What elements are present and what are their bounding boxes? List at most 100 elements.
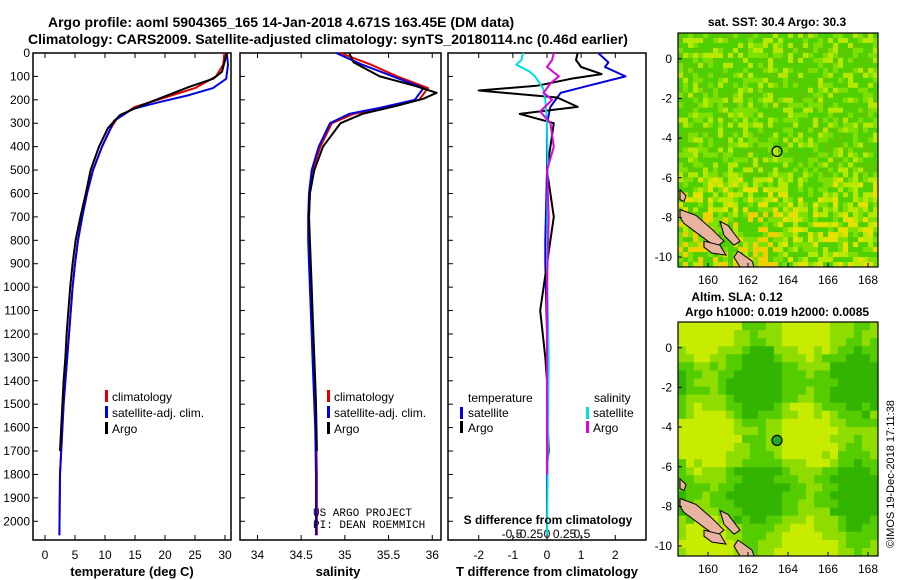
y-tick-label: 200 [10, 93, 30, 107]
sst-argo-location-marker [771, 145, 783, 157]
map-y-tick-label: -10 [655, 250, 673, 264]
series-line-2 [59, 52, 228, 452]
difference-lines [477, 52, 627, 536]
figure-title-line1: Argo profile: aoml 5904365_165 14-Jan-20… [48, 14, 514, 30]
temperature-axis: 0 5 10 15 20 25 30 [42, 53, 232, 562]
legend-sat-label: satellite-adj. clim. [112, 406, 204, 420]
legend-sat-swatch [105, 406, 108, 418]
salinity-legend: climatology satellite-adj. clim. Argo [327, 390, 426, 436]
map-x-tick-label: 162 [738, 562, 758, 576]
series-line-3 [539, 52, 560, 475]
x-tick-label: 35 [338, 548, 352, 562]
legend3-sal-head: salinity [594, 391, 631, 405]
legend-argo-label: Argo [112, 422, 138, 436]
x-tick-label: 15 [128, 548, 142, 562]
map-y-tick-label: -2 [661, 380, 672, 394]
map-y-tick-label: -6 [661, 171, 672, 185]
s-tick-label: -0.5 [502, 527, 523, 541]
map-x-tick-label: 162 [738, 273, 758, 287]
y-tick-label: 700 [10, 210, 30, 224]
s-tick-label: 0.5 [574, 527, 591, 541]
imos-timestamp: ©IMOS 19-Dec-2018 17:11:38 [885, 400, 897, 548]
y-tick-label: 900 [10, 257, 30, 271]
s-difference-label: S difference from climatology [464, 513, 633, 527]
x-tick-label: 0 [42, 548, 49, 562]
t-difference-axis: -2 -1 0 1 2 [448, 52, 619, 562]
s-tick-label: -0.25 [516, 527, 544, 541]
temperature-frame [32, 52, 232, 541]
map-x-tick-label: 166 [818, 273, 838, 287]
y-tick-label: 300 [10, 116, 30, 130]
map-y-tick-label: -6 [661, 460, 672, 474]
salinity-axis: 34 34.5 35 35.5 36 [240, 52, 440, 562]
x-tick-label: 10 [98, 548, 112, 562]
depth-axis: 0 100 200 300 400 500 600 700 800 900 1000 1100 1200… [3, 46, 38, 528]
sla-map-subtitle: Argo h1000: 0.019 h2000: 0.0085 [685, 305, 869, 319]
legend3-sargo-label: Argo [593, 421, 619, 435]
map-x-tick-label: 168 [858, 273, 878, 287]
x-tick-label: -1 [508, 548, 519, 562]
y-tick-label: 600 [10, 186, 30, 200]
sla-map-axes: 160 162 164 166 168 0 -2 -4 -6 -8 -10 [655, 341, 879, 576]
t-difference-xlabel: T difference from climatology [456, 564, 639, 579]
temperature-xlabel: temperature (deg C) [70, 564, 194, 579]
map-y-tick-label: 0 [665, 341, 672, 355]
legend-clim-label: climatology [112, 390, 172, 404]
legend2-argo-label: Argo [334, 422, 360, 436]
x-tick-label: 35.5 [377, 548, 401, 562]
legend2-clim-swatch [327, 390, 330, 402]
difference-panel: -2 -1 0 1 2 -0.5-0.25 0 0.250.5 S difference f… [447, 52, 647, 579]
legend2-clim-label: climatology [334, 390, 394, 404]
credit-pi: PI: DEAN ROEMMICH [313, 520, 425, 532]
sla-argo-location-marker [771, 434, 783, 446]
sst-map-axes: 160 162 164 166 168 0 -2 -4 -6 -8 -10 [655, 52, 879, 287]
y-tick-label: 1800 [3, 467, 30, 481]
x-tick-label: 25 [188, 548, 202, 562]
salinity-frame [239, 52, 442, 541]
sst-land [679, 188, 755, 268]
salinity-lines [307, 52, 438, 536]
y-tick-label: 1300 [3, 350, 30, 364]
x-tick-label: -2 [473, 548, 484, 562]
y-tick-label: 400 [10, 140, 30, 154]
temperature-legend: climatology satellite-adj. clim. Argo [105, 390, 204, 436]
y-tick-label: 800 [10, 233, 30, 247]
y-tick-label: 500 [10, 163, 30, 177]
y-tick-label: 100 [10, 69, 30, 83]
legend2-sat-label: satellite-adj. clim. [334, 406, 426, 420]
map-y-tick-label: -10 [655, 539, 673, 553]
map-y-tick-label: -4 [661, 131, 672, 145]
map-x-tick-label: 164 [778, 562, 798, 576]
map-y-tick-label: -4 [661, 420, 672, 434]
legend-clim-swatch [105, 390, 108, 402]
x-tick-label: 1 [578, 548, 585, 562]
legend3-tsat-swatch [460, 407, 463, 419]
map-y-tick-label: -8 [661, 499, 672, 513]
legend3-sargo-swatch [586, 421, 589, 433]
legend2-argo-swatch [327, 422, 330, 434]
y-tick-label: 1700 [3, 444, 30, 458]
map-x-tick-label: 160 [698, 273, 718, 287]
x-tick-label: 5 [72, 548, 79, 562]
y-tick-label: 1100 [4, 304, 30, 318]
y-tick-label: 1600 [3, 421, 30, 435]
map-y-tick-label: 0 [665, 52, 672, 66]
y-tick-label: 1400 [3, 374, 30, 388]
difference-legend: temperature satellite Argo salinity sate… [460, 391, 634, 435]
y-tick-label: 2000 [3, 514, 30, 528]
x-tick-label: 34 [251, 548, 265, 562]
temperature-panel: 0100200300400500600700800900100011001200… [3, 46, 232, 579]
sst-map: sat. SST: 30.4 Argo: 30.3 160 162 164 166 16… [655, 15, 879, 287]
legend3-temp-head: temperature [468, 391, 533, 405]
x-tick-label: 36 [426, 548, 440, 562]
map-x-tick-label: 166 [818, 562, 838, 576]
x-tick-label: 0 [544, 548, 551, 562]
x-tick-label: 20 [158, 548, 172, 562]
legend3-tsat-label: satellite [468, 406, 509, 420]
sst-heatmap-cells [678, 33, 879, 268]
legend3-targo-label: Argo [468, 421, 494, 435]
legend3-ssat-swatch [586, 407, 589, 419]
series-line-2 [308, 52, 438, 452]
credit-project: US ARGO PROJECT [313, 508, 412, 520]
